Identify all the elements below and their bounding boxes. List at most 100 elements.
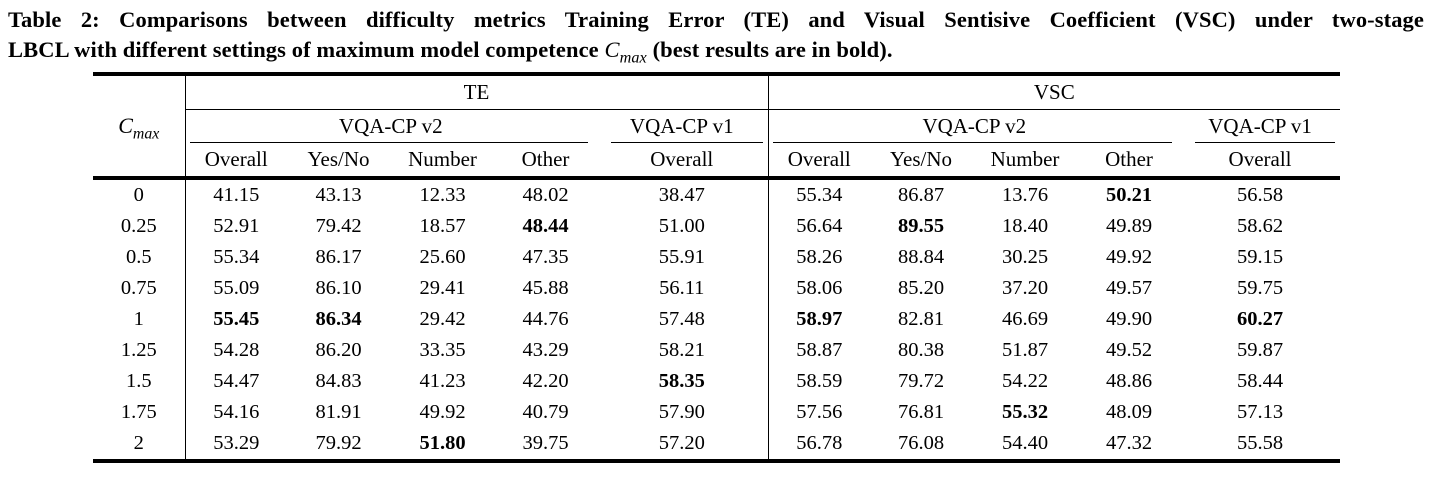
te-value-cell: 54.28 [213,339,260,361]
vsc-value-cell: 79.72 [897,370,945,392]
te-value-cell: 39.75 [495,428,596,463]
table-caption: Table 2: Comparisons between difficulty … [8,5,1424,66]
header-te-vqacp-v1: VQA-CP v1 [596,110,768,144]
vsc-value-cell: 56.58 [1236,184,1284,206]
te-value-cell: 86.34 [315,308,362,330]
te-value-cell: 57.90 [658,401,705,423]
cmax-value-cell: 1.5 [93,366,186,397]
caption-line-2-text-after: (best results are in bold). [646,37,893,62]
vsc-value-cell: 57.56 [767,397,871,428]
vsc-value-cell: 55.34 [767,178,871,211]
te-value-cell: 79.92 [287,428,390,463]
vsc-value-cell: 88.84 [897,246,945,268]
vsc-value-cell: 59.75 [1236,277,1284,299]
te-value-cell: 48.44 [522,215,569,237]
cmax-value-cell: 1 [93,304,186,335]
vsc-value-cell: 58.62 [1236,215,1284,237]
cmax-value-cell: 1.75 [93,397,186,428]
header-vsc-vqacp-v1: VQA-CP v1 [1180,110,1340,144]
vsc-value-cell: 80.38 [897,339,945,361]
te-value-cell: 52.91 [213,215,260,237]
vsc-value-cell: 76.81 [897,401,945,423]
vsc-value-cell: 58.44 [1236,370,1284,392]
vsc-value-cell: 18.40 [1001,215,1049,237]
te-value-cell: 79.42 [315,215,362,237]
te-value-cell: 29.41 [419,277,466,299]
cmax-symbol: Cmax [604,37,646,66]
te-value-cell: 44.76 [522,308,569,330]
vsc-value-cell: 58.87 [767,335,871,366]
te-value-cell: 55.34 [213,246,260,268]
vsc-value-cell: 59.87 [1236,339,1284,361]
te-value-cell: 54.16 [213,401,260,423]
te-value-cell: 86.17 [315,246,362,268]
vsc-value-cell: 56.78 [767,428,871,463]
table-row: 1.25 54.28 86.20 33.35 43.29 58.21 58.87 80.38 5… [93,335,1340,366]
header-group-te: TE [185,72,769,110]
vsc-value-cell: 30.25 [1001,246,1049,268]
vsc-value-cell: 86.87 [897,184,945,206]
te-value-cell: 51.00 [658,215,705,237]
te-value-cell: 49.92 [419,401,466,423]
te-value-cell: 51.80 [390,428,495,463]
caption-line-2-text-before: LBCL with different settings of maximum … [8,37,605,62]
table-row: 0.5 55.34 86.17 25.60 47.35 55.91 58.26 88.84 30… [93,242,1340,273]
header-te-number: Number [390,143,495,180]
table-row: 2 53.29 79.92 51.80 39.75 57.20 56.78 76.08 54.4… [93,428,1341,463]
cmax-column-header: Cmax [93,72,186,180]
table-row: 0.25 52.91 79.42 18.57 48.44 51.00 56.64 89.55 1… [93,211,1340,242]
vsc-value-cell: 49.90 [1105,308,1153,330]
vsc-value-cell: 37.20 [1001,277,1049,299]
header-te-v1-overall: Overall [596,143,769,180]
table-row: 1.5 54.47 84.83 41.23 42.20 58.35 58.59 79.72 54… [93,366,1340,397]
te-value-cell: 57.48 [658,308,705,330]
vsc-value-cell: 85.20 [897,277,945,299]
vsc-value-cell: 54.40 [972,428,1079,463]
te-value-cell: 81.91 [315,401,362,423]
header-row-datasets: VQA-CP v2 VQA-CP v1 VQA-CP v2 VQA-CP v1 [93,109,1340,144]
vsc-value-cell: 50.21 [1105,184,1153,206]
vsc-value-cell: 46.69 [1001,308,1049,330]
vsc-value-cell: 58.97 [767,304,871,335]
header-te-other: Other [495,143,596,180]
table-body: 0 41.15 43.13 12.33 48.02 38.47 55.34 86.87 13.7… [93,178,1341,463]
vsc-value-cell: 51.87 [1001,339,1049,361]
header-vsc-vqacp-v2: VQA-CP v2 [767,109,1181,143]
te-value-cell: 86.10 [315,277,362,299]
cmax-subscript: max [132,125,160,143]
table-row: 0.75 55.09 86.10 29.41 45.88 56.11 58.06 85.20 3… [93,273,1340,304]
te-value-cell: 41.15 [213,184,260,206]
cmax-symbol: Cmax [118,113,159,142]
te-value-cell: 18.57 [419,215,466,237]
vsc-value-cell: 76.08 [870,428,973,463]
te-value-cell: 55.09 [213,277,260,299]
cmax-base: C [118,113,133,138]
vsc-value-cell: 57.13 [1236,401,1284,423]
te-value-cell: 45.88 [522,277,569,299]
vsc-value-cell: 58.06 [767,273,871,304]
cmax-value-cell: 2 [93,428,186,463]
te-value-cell: 55.91 [658,246,705,268]
vsc-value-cell: 89.55 [897,215,945,237]
cmax-value-cell: 0.5 [93,242,186,273]
vsc-value-cell: 48.09 [1105,401,1153,423]
vsc-value-cell: 82.81 [897,308,945,330]
results-table: Cmax TE VSC VQA-CP v2 VQA-CP v1 VQA-CP v… [93,72,1341,463]
te-value-cell: 48.02 [522,184,569,206]
caption-line-1: Table 2: Comparisons between difficulty … [8,7,1424,32]
vsc-value-cell: 55.58 [1180,428,1341,463]
te-value-cell: 47.35 [522,246,569,268]
vsc-value-cell: 56.64 [767,211,871,242]
vsc-value-cell: 49.52 [1105,339,1153,361]
te-value-cell: 12.33 [419,184,466,206]
header-te-yesno: Yes/No [287,143,390,180]
table-row: 0 41.15 43.13 12.33 48.02 38.47 55.34 86.87 13.7… [93,178,1340,211]
vsc-value-cell: 13.76 [1001,184,1049,206]
cmax-value-cell: 1.25 [93,335,186,366]
cmax-base: C [604,37,620,62]
te-value-cell: 29.42 [419,308,466,330]
vsc-value-cell: 49.92 [1105,246,1153,268]
vsc-value-cell: 49.89 [1105,215,1153,237]
te-value-cell: 57.20 [596,428,769,463]
vsc-value-cell: 60.27 [1236,308,1284,330]
